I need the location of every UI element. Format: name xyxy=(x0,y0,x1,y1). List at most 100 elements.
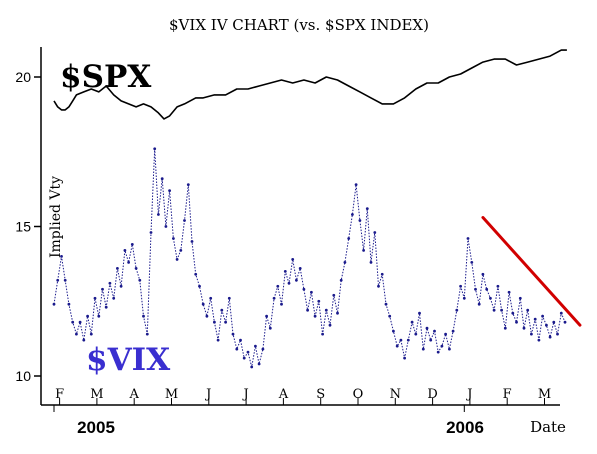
vix-point xyxy=(462,296,466,300)
vix-point xyxy=(459,284,462,288)
x-tick-label: O xyxy=(353,387,364,402)
vix-point xyxy=(448,347,451,351)
trendline xyxy=(481,216,582,327)
y-axis-label: Implied Vty xyxy=(48,176,64,258)
vix-point xyxy=(418,311,421,315)
vix-point xyxy=(455,308,459,312)
vix-point xyxy=(295,278,298,282)
vix-point xyxy=(489,296,492,300)
vix-point xyxy=(254,344,257,348)
vix-point xyxy=(280,302,283,306)
x-tick-label: S xyxy=(316,387,325,402)
vix-point xyxy=(354,183,358,187)
vix-point xyxy=(93,296,97,300)
x-tick-label: M xyxy=(538,387,551,402)
vix-point xyxy=(138,278,142,282)
vix-point xyxy=(149,231,153,234)
vix-point xyxy=(272,296,276,300)
vix-point xyxy=(56,278,60,282)
vix-point xyxy=(108,281,112,285)
vix-point xyxy=(440,344,444,348)
vix-point xyxy=(425,326,429,330)
vix-point xyxy=(466,237,470,240)
x-tick-label: D xyxy=(427,387,437,402)
vix-point xyxy=(239,338,242,342)
vix-point xyxy=(392,329,395,333)
vix-point xyxy=(477,302,481,306)
vix-point xyxy=(339,278,343,282)
vix-point xyxy=(332,293,336,297)
vix-point xyxy=(362,249,365,252)
vix-point xyxy=(224,320,228,324)
x-tick-label: F xyxy=(503,387,512,402)
vix-point xyxy=(559,311,563,315)
vix-point xyxy=(377,284,380,288)
vix-point xyxy=(63,278,67,282)
vix-point xyxy=(515,320,518,324)
vix-point xyxy=(52,302,56,306)
vix-point xyxy=(216,338,220,342)
vix-point xyxy=(530,332,533,336)
vix-point xyxy=(198,284,201,288)
vix-point xyxy=(220,308,224,312)
x-axis-label: Date xyxy=(530,418,566,436)
spx-line xyxy=(53,49,567,120)
vix-point xyxy=(89,332,93,336)
vix-point xyxy=(82,338,86,342)
vix-point xyxy=(474,287,477,291)
vix-downtrend xyxy=(481,216,582,327)
vix-point xyxy=(444,332,447,336)
x-tick-label: M xyxy=(165,387,178,402)
vix-point xyxy=(336,311,339,315)
vix-point xyxy=(384,302,388,306)
vix-point xyxy=(403,356,406,360)
vix-point xyxy=(537,338,541,342)
vix-point xyxy=(205,314,209,318)
vix-point xyxy=(436,350,440,354)
vix-point xyxy=(160,177,164,181)
vix-point xyxy=(414,332,418,336)
vix-point xyxy=(257,362,261,366)
x-tick-label: J xyxy=(204,387,211,402)
y-tick-label: 15 xyxy=(15,219,31,235)
vix-point xyxy=(310,290,313,294)
vix-point xyxy=(164,225,168,228)
vix-point xyxy=(433,329,436,333)
vix-point xyxy=(86,314,89,318)
x-tick-label: A xyxy=(128,387,139,402)
vix-point xyxy=(242,356,246,360)
vix-point xyxy=(78,320,82,324)
vix-point xyxy=(492,308,496,312)
vix-point xyxy=(470,261,474,264)
vix-point xyxy=(503,326,507,330)
vix-point xyxy=(183,219,186,222)
vix-point xyxy=(556,332,559,336)
vix-point xyxy=(142,314,145,318)
vix-point xyxy=(287,281,291,285)
vix-point xyxy=(104,305,108,309)
vix-point xyxy=(112,296,116,300)
vix-point xyxy=(283,270,287,273)
vix-point xyxy=(306,308,309,312)
vix-point xyxy=(563,320,567,324)
x-tick-label: F xyxy=(55,387,64,402)
vix-point xyxy=(410,320,414,324)
vix-point xyxy=(302,287,306,291)
vix-point xyxy=(481,272,485,276)
vix-point xyxy=(496,284,500,288)
vix-point xyxy=(298,267,302,270)
vix-point xyxy=(127,261,130,264)
vix-point xyxy=(313,314,317,318)
vix-series xyxy=(52,147,567,369)
vix-point xyxy=(134,267,138,270)
x-tick-label: A xyxy=(278,387,289,402)
vix-point xyxy=(451,329,455,333)
vix-point xyxy=(518,296,522,300)
vix-point xyxy=(190,240,194,243)
vix-point xyxy=(153,147,157,151)
vix-point xyxy=(380,272,384,276)
vix-point xyxy=(175,258,179,261)
vix-point xyxy=(406,338,410,342)
vix-point xyxy=(351,213,354,216)
